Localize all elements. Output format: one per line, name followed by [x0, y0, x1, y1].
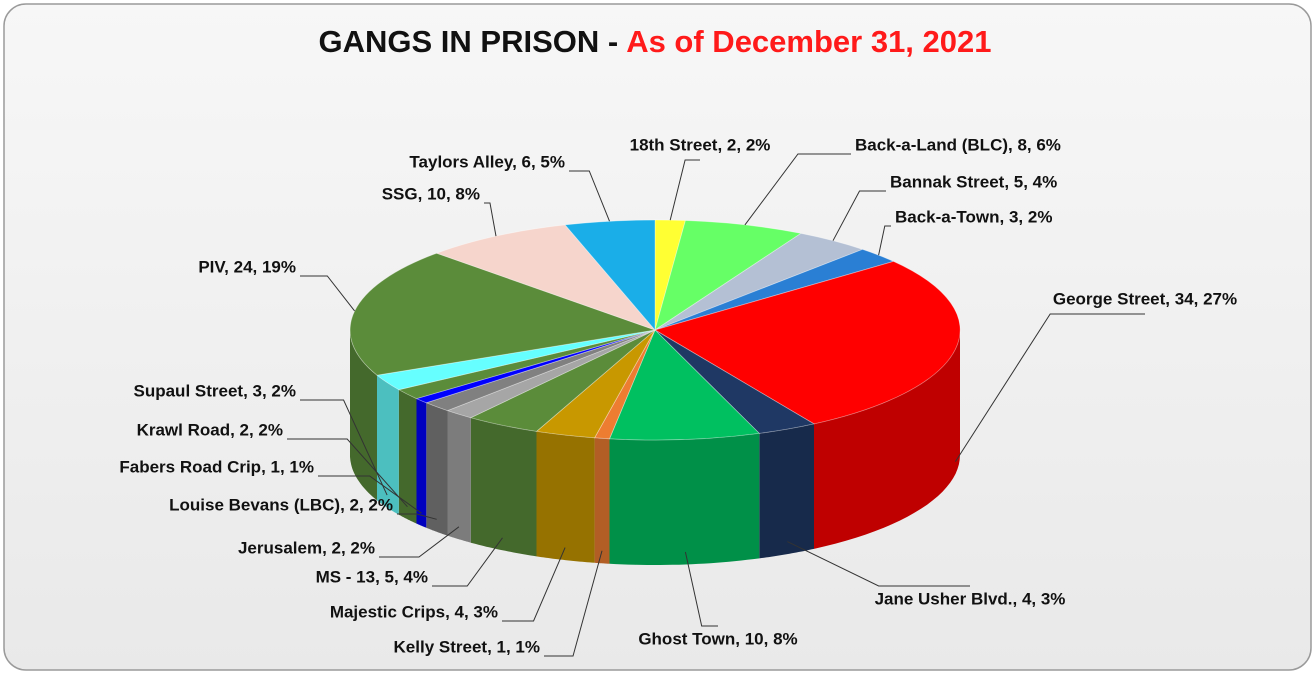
pie-slice [653, 260, 961, 425]
pie-slice [425, 329, 656, 412]
subtitle: As of December 31, 2021 [626, 24, 991, 59]
leader-line [287, 438, 408, 508]
data-label: Back-a-Town, 3, 2% [895, 207, 1052, 226]
leader-line [787, 541, 970, 587]
pie-side [398, 389, 417, 524]
data-label: Ghost Town, 10, 8% [638, 629, 797, 648]
leader-line [300, 275, 355, 312]
leader-line [300, 399, 388, 496]
pie-slice [349, 252, 656, 376]
pie-slice [435, 224, 657, 331]
pie-slice [593, 329, 656, 440]
data-label: Louise Bevans (LBC), 2, 2% [169, 495, 393, 514]
data-label: PIV, 24, 19% [198, 257, 296, 276]
pie-side [416, 398, 427, 528]
data-label: Bannak Street, 5, 4% [890, 172, 1057, 191]
leader-line [318, 475, 422, 514]
pie-side [426, 402, 448, 536]
pie-slice [415, 329, 656, 404]
pie-slice [376, 329, 656, 391]
pie-side [814, 330, 960, 549]
leader-line [502, 547, 566, 622]
sides [350, 330, 960, 565]
leader-line [684, 551, 718, 627]
data-label: Taylors Alley, 6, 5% [409, 152, 565, 171]
data-label: MS - 13, 5, 4% [316, 567, 428, 586]
leader-line [744, 153, 851, 226]
data-label: Majestic Crips, 4, 3% [330, 602, 498, 621]
data-label: 18th Street, 2, 2% [630, 135, 771, 154]
data-label: Krawl Road, 2, 2% [137, 420, 283, 439]
leader-line [878, 225, 891, 256]
data-label: Supaul Street, 3, 2% [134, 381, 297, 400]
pie-slice [654, 219, 686, 331]
chart-title: GANGS IN PRISON - As of December 31, 2021 [318, 24, 991, 59]
pie-slice [654, 329, 816, 434]
pie-side [377, 375, 399, 515]
leader-line [432, 537, 503, 587]
pie-side [594, 437, 610, 564]
leader-line [669, 159, 700, 221]
pie-side [447, 410, 471, 543]
pie-side [470, 417, 537, 557]
pie-slice [535, 329, 656, 439]
title: GANGS IN PRISON - [318, 24, 618, 59]
pie-side [536, 431, 595, 563]
pie-side [609, 433, 760, 565]
pie-slice [564, 219, 656, 332]
data-label: Kelly Street, 1, 1% [394, 637, 540, 656]
pie-slice [469, 329, 656, 432]
tops [349, 219, 961, 441]
leader-line [832, 190, 886, 241]
pie-slice [397, 329, 656, 400]
leader-line [379, 526, 460, 558]
leader-line [397, 513, 437, 520]
pie-side [759, 423, 814, 559]
data-label: George Street, 34, 27% [1053, 289, 1237, 308]
data-label: Jerusalem, 2, 2% [238, 538, 375, 557]
leader-line [544, 550, 603, 657]
leader-line [954, 313, 1145, 462]
pie-slice [446, 329, 656, 419]
data-label: Fabers Road Crip, 1, 1% [119, 457, 314, 476]
data-label: Jane Usher Blvd., 4, 3% [875, 589, 1066, 608]
pie-slice [608, 329, 761, 441]
data-label: Back-a-Land (BLC), 8, 6% [855, 135, 1061, 154]
leader-line [484, 202, 497, 237]
leader-line [569, 170, 610, 222]
data-label: SSG, 10, 8% [382, 184, 480, 203]
